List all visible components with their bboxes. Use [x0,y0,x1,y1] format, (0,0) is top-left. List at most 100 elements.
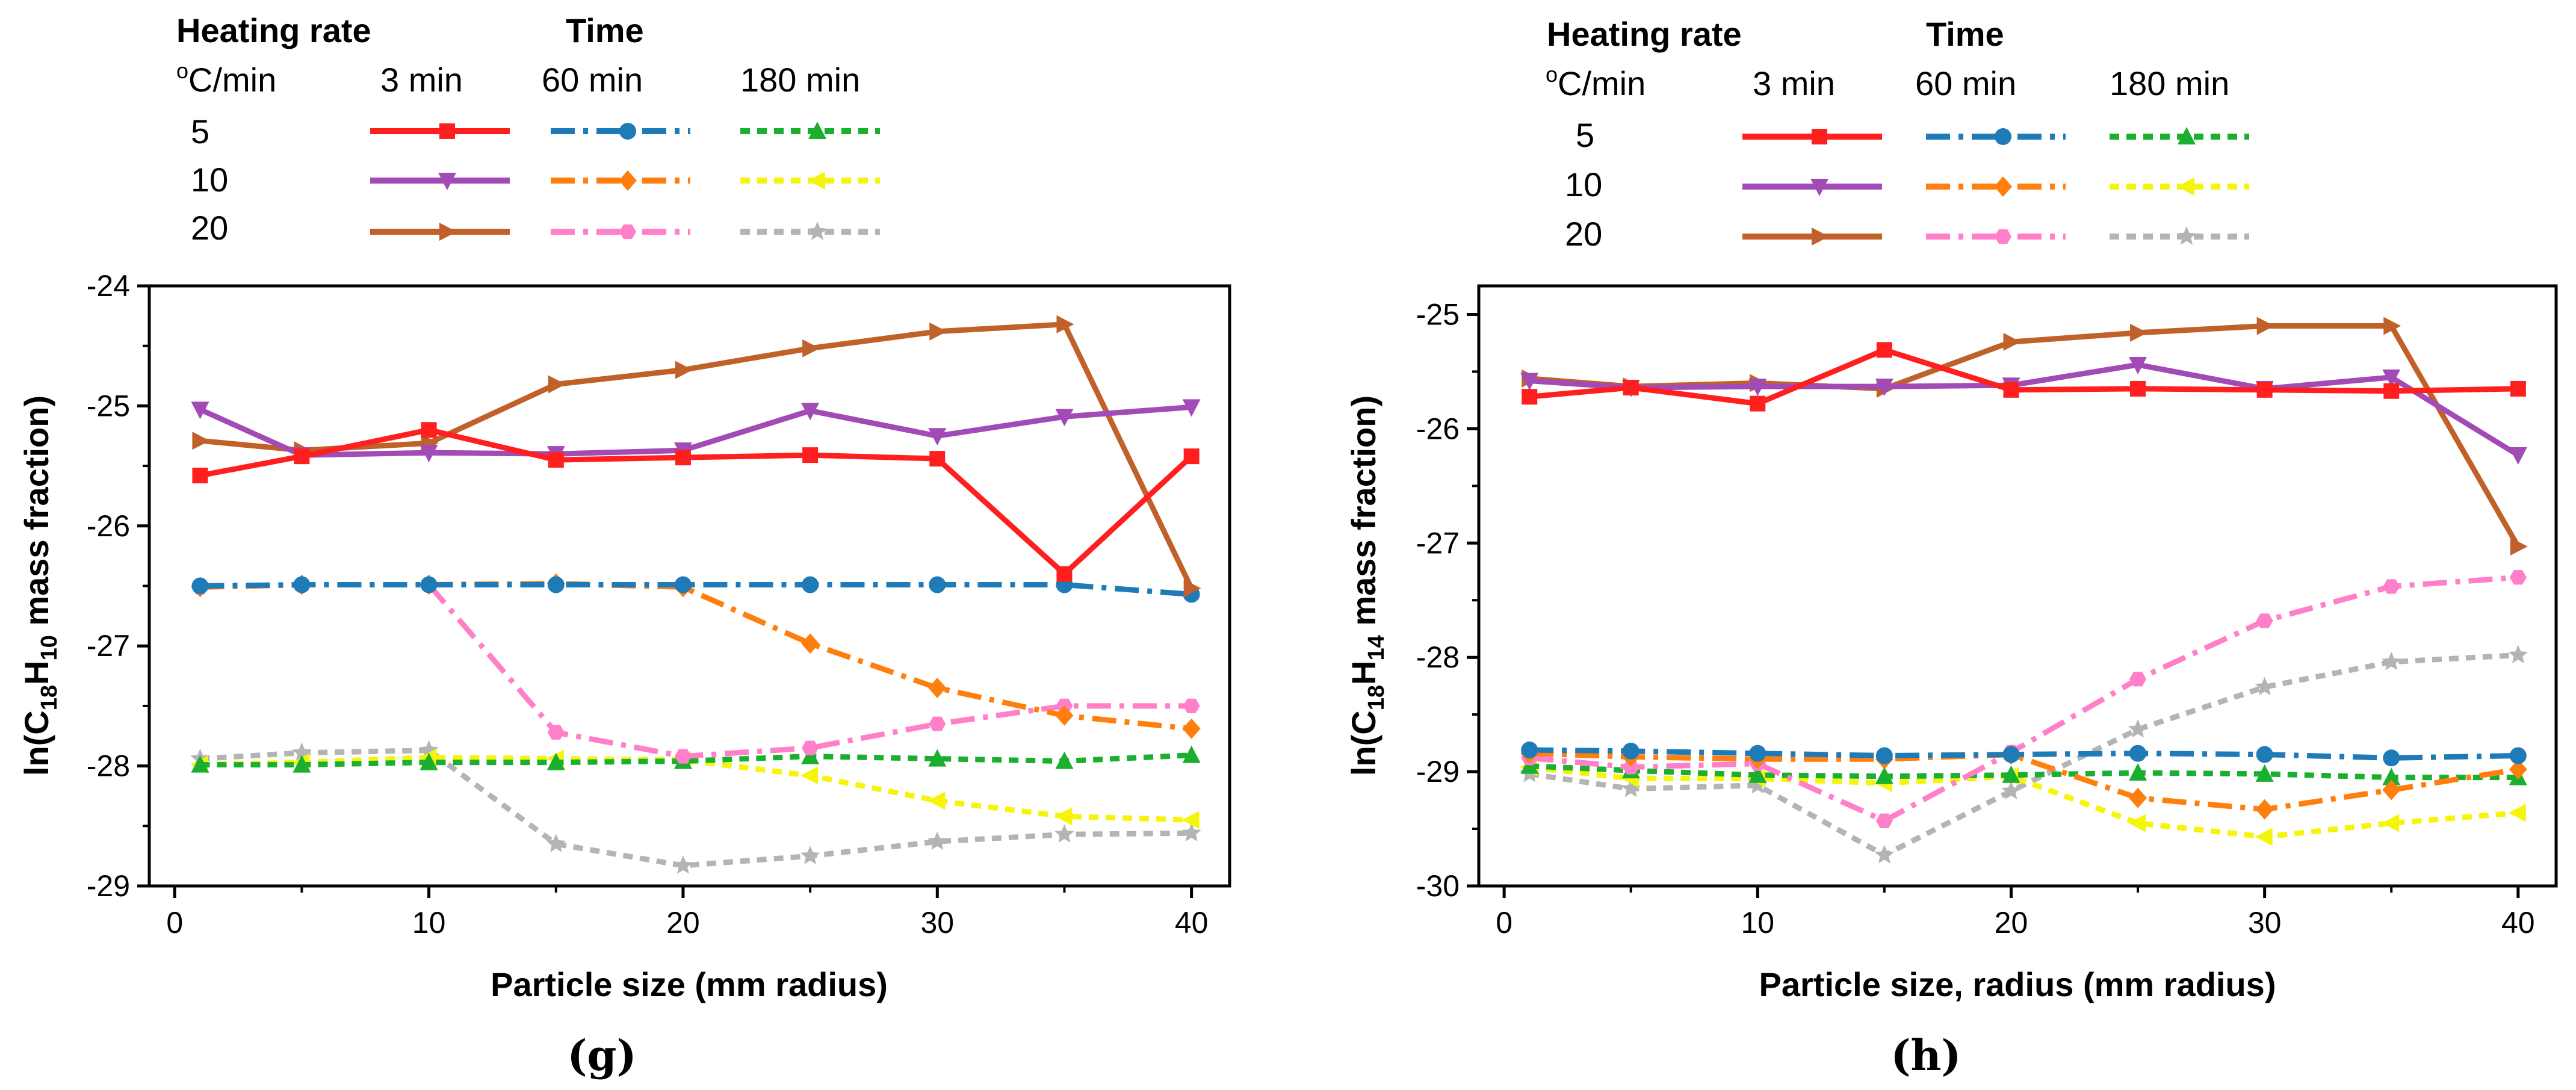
data-point [2383,579,2400,594]
legend-sample-marker-tri-right-icon [439,223,457,241]
legend-sample-marker-square-icon [1812,129,1827,144]
y-tick-label: -29 [1416,755,1460,788]
x-tick-label: 30 [2248,906,2282,940]
data-point [1055,705,1074,726]
legend-sample-marker-star-icon [2176,226,2197,245]
data-point [1183,579,1201,598]
y-tick-label: -24 [87,269,130,303]
data-point [1874,844,1895,864]
data-point [1875,766,1893,784]
y-label-g-post: mass fraction) [17,395,55,635]
data-point [929,322,947,341]
legend-rate-10-h: 10 [1565,166,1602,203]
series-2 [1520,357,2527,465]
data-point [420,752,438,770]
y-axis-label-h: ln(C18H14 mass fraction) [1345,395,1389,776]
data-point [2130,323,2148,342]
data-point [2382,369,2401,387]
legend-sample-marker-diamond-icon [1994,176,2012,197]
legend-sample-marker-tri-left-icon [808,172,825,190]
legend-rate-20-h: 20 [1565,215,1602,253]
caption-h: (h) [1890,1030,1961,1080]
data-point [1875,813,1893,828]
legend-sample-marker-tri-up-icon [2178,127,2196,144]
data-point [2255,677,2274,696]
legend-sample-marker-square-icon [439,123,455,139]
series-7 [1520,756,2527,785]
data-point [2383,317,2401,335]
legend-rate-10: 10 [191,161,228,199]
y-label-h-mid: H [1345,661,1382,685]
data-point [2003,333,2021,351]
data-point [2256,382,2273,398]
data-point [1183,698,1200,714]
series-4 [191,576,1200,603]
series-line [1529,323,2521,548]
legend-unit: oC/min [176,58,276,99]
legend-samples [370,122,880,241]
legend-heading-rate: Heating rate [176,11,371,49]
data-point [2129,763,2147,781]
data-point [674,749,692,764]
x-tick-label: 0 [166,906,183,940]
y-label-h-pre: ln(C [1345,710,1382,776]
data-point [2509,747,2527,764]
legend-sample-marker-tri-down-icon [1810,179,1828,196]
data-point [1623,380,1639,396]
data-point [1055,751,1074,769]
legend-unit-sup-h: o [1546,62,1558,87]
data-point [191,755,209,773]
plot-area-h: 0 10 20 30 40 -30 -29 -28 -27 -26 -25 [1416,284,2558,940]
data-point [1183,448,1200,465]
data-point [2383,749,2400,767]
caption-g: (g) [567,1030,636,1080]
data-point [801,746,820,764]
legend-sample-marker-diamond-icon [619,170,637,191]
series-3 [1522,317,2528,556]
data-point [2002,746,2020,763]
data-point [2003,382,2019,398]
data-point [1056,566,1073,582]
y-tick-label: -27 [1416,526,1460,560]
data-point [1875,379,1893,397]
legend-unit-h: oC/min [1546,62,1646,102]
x-tick-label: 30 [920,906,954,940]
legend-samples-h [1742,127,2249,246]
legend-sample-marker-hexagon-icon [619,224,636,240]
data-point [928,428,947,446]
data-point [2382,651,2401,670]
series-line [1529,751,2519,813]
data-point [2256,317,2274,335]
legend-heading-rate-h: Heating rate [1547,15,1742,53]
data-point [1622,742,1639,760]
data-point [548,452,564,468]
y-tick-label: -28 [1416,640,1460,674]
data-point [801,633,820,654]
y-tick-label: -25 [1416,297,1460,331]
legend-unit-rest-h: C/min [1558,64,1646,102]
series-4 [1521,742,2527,767]
data-point [801,403,820,421]
legend-rate-5: 5 [191,113,209,150]
y-tick-label: -26 [87,509,130,543]
data-point [2383,383,2400,399]
data-point [1522,389,1538,405]
data-point [546,752,565,770]
y-label-h-post: mass fraction) [1345,395,1382,635]
data-point [1750,395,1766,412]
data-point [546,834,566,852]
data-point [2256,613,2273,628]
data-point [1621,778,1641,797]
x-axis-label-h: Particle size, radius (mm radius) [1759,965,2276,1003]
series-line [1529,763,2518,781]
legend-heading-time: Time [566,11,644,49]
data-point [2002,765,2020,783]
data-point [1182,745,1201,763]
data-point [1521,742,1538,759]
data-point [2256,746,2273,763]
y-label-h-sub2: 14 [1364,635,1389,660]
legend-heading-time-h: Time [1926,15,2004,53]
data-point [1748,765,1767,783]
